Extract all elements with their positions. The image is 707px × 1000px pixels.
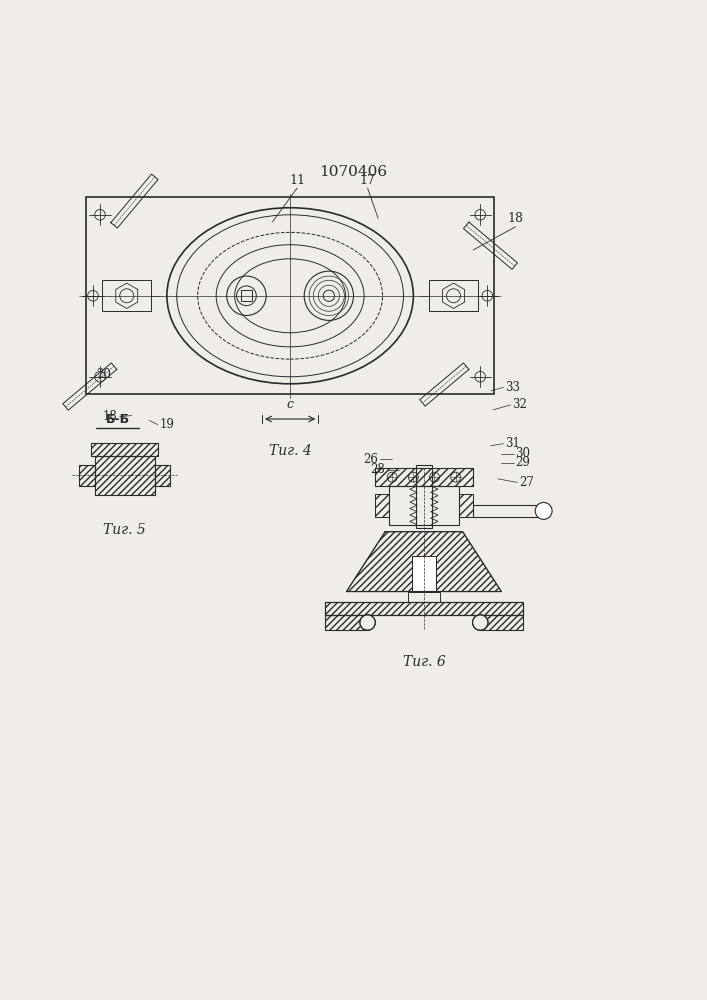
Text: 11: 11 [289,174,305,187]
Bar [241,290,252,301]
Text: 19: 19 [160,418,175,431]
Bar [325,602,522,615]
Bar [79,465,95,486]
Bar [91,443,158,456]
Bar [459,494,473,517]
Text: 29: 29 [515,456,530,469]
Bar [459,494,473,517]
Text: 18: 18 [103,410,117,423]
Bar [79,465,95,486]
Bar [325,615,368,630]
Circle shape [472,615,488,630]
Text: 26: 26 [363,453,378,466]
Text: 18: 18 [508,212,523,225]
Bar [480,615,522,630]
Text: Б-Б: Б-Б [105,413,129,426]
Text: 17: 17 [360,174,375,187]
Text: 28: 28 [370,463,385,476]
Circle shape [535,502,552,519]
Bar [155,465,170,486]
Text: 20: 20 [96,368,111,381]
Bar [375,468,473,486]
Bar [155,465,170,486]
Bar [375,494,389,517]
Text: 27: 27 [519,476,534,489]
Text: Τиг. 5: Τиг. 5 [103,523,146,537]
Bar [95,456,155,495]
Text: 30: 30 [515,447,530,460]
Bar [102,280,151,311]
Bar [375,468,473,486]
Bar [86,197,494,394]
Bar [473,505,544,517]
Bar [429,280,478,311]
Bar [325,602,522,615]
Bar [408,592,440,602]
Bar [389,486,459,525]
Bar [416,465,432,528]
Bar [91,443,158,456]
Text: 31: 31 [505,437,520,450]
Bar [325,615,368,630]
Text: Τиг. 6: Τиг. 6 [402,655,445,669]
Text: Τиг. 4: Τиг. 4 [269,444,312,458]
Text: 1070406: 1070406 [320,165,387,179]
Text: c: c [286,398,293,411]
Circle shape [360,615,375,630]
Bar [411,556,436,592]
Bar [375,494,389,517]
Bar [95,456,155,495]
Text: 32: 32 [512,398,527,411]
Bar [480,615,522,630]
Text: 33: 33 [505,381,520,394]
